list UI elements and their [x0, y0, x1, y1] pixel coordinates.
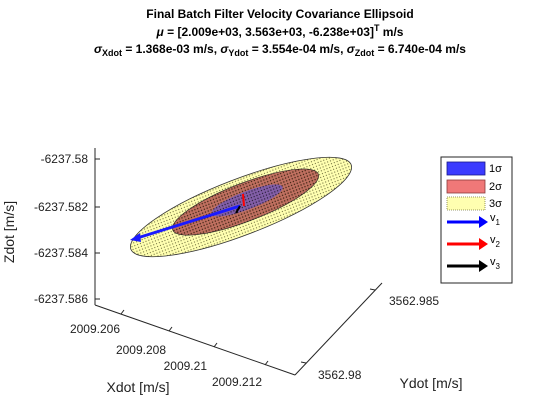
- legend-label-2sigma: 2σ: [489, 181, 502, 193]
- x-tick-mark: [213, 342, 218, 348]
- y-axis-label: Ydot [m/s]: [399, 375, 462, 391]
- legend-arrowhead-v2: [479, 238, 488, 250]
- legend: 1σ 2σ 3σ v1 v2 v3: [440, 156, 513, 284]
- y-tick-mark: [369, 288, 376, 291]
- legend-label-v2: v2: [490, 234, 501, 249]
- legend-swatch-2sigma: [446, 179, 486, 194]
- x-tick-label: 2009.21: [164, 359, 208, 373]
- x-tick-mark: [168, 326, 173, 332]
- v1-arrowhead: [130, 233, 141, 242]
- legend-swatch-3sigma: [446, 196, 486, 211]
- legend-label-v1: v1: [490, 212, 501, 227]
- z-tick-label: -6237.582: [34, 200, 88, 214]
- legend-label-v3: v3: [490, 256, 501, 271]
- x-tick-label: 2009.212: [212, 375, 262, 389]
- legend-arrowhead-v1: [479, 216, 488, 228]
- x-tick-mark: [120, 309, 125, 315]
- y-tick-mark: [300, 361, 307, 364]
- x-axis-label: Xdot [m/s]: [106, 379, 169, 395]
- eigenvector-arrows: [130, 193, 245, 242]
- z-tick-label: -6237.58: [41, 152, 89, 166]
- v2-arrow: [242, 193, 245, 207]
- tick-marks: [95, 158, 376, 366]
- legend-label-3sigma: 3σ: [489, 198, 502, 210]
- x-tick-mark: [264, 360, 269, 366]
- x-tick-label: 2009.206: [70, 322, 120, 336]
- v3-arrow: [235, 205, 241, 214]
- x-axis-line: [94, 304, 296, 376]
- legend-arrowhead-v3: [479, 260, 488, 272]
- chart-title: Final Batch Filter Velocity Covariance E…: [146, 7, 413, 21]
- ellipsoid-group: [129, 156, 353, 258]
- y-tick-label: 3562.985: [389, 294, 439, 308]
- y-axis-line: [294, 282, 383, 376]
- axes-box: [94, 148, 383, 376]
- legend-box: [440, 156, 513, 284]
- z-tick-label: -6237.586: [34, 292, 88, 306]
- z-axis-label: Zdot [m/s]: [1, 201, 17, 263]
- x-tick-label: 2009.208: [116, 343, 166, 357]
- v1-arrow: [133, 204, 241, 241]
- legend-swatch-1sigma: [446, 161, 486, 176]
- chart-title-mean: μ = [2.009e+03, 3.563e+03, -6.238e+03]T …: [156, 23, 404, 39]
- legend-label-1sigma: 1σ: [489, 163, 502, 175]
- chart-title-sigmas: σXdot = 1.368e-03 m/s, σYdot = 3.554e-04…: [94, 42, 466, 58]
- z-tick-label: -6237.584: [34, 246, 88, 260]
- y-tick-label: 3562.98: [318, 368, 362, 382]
